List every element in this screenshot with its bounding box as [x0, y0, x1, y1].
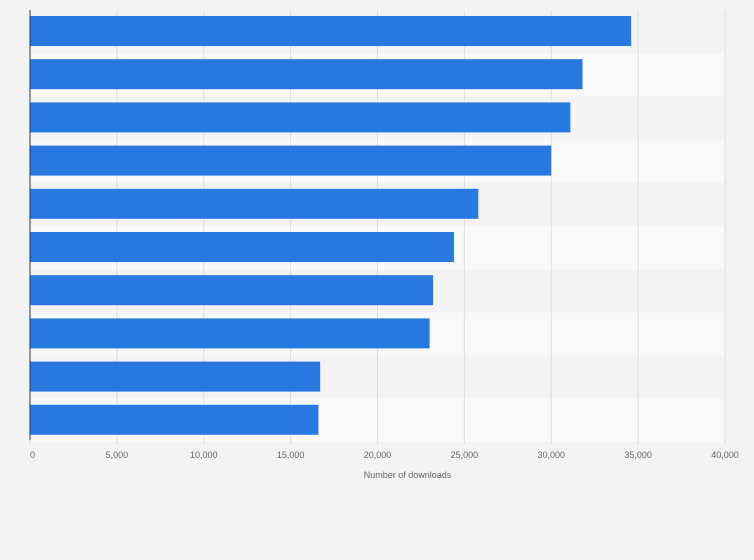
- x-tick-label: 35,000: [624, 450, 652, 460]
- x-tick-label: 20,000: [364, 450, 392, 460]
- x-tick-label: 25,000: [451, 450, 479, 460]
- bar: [30, 145, 552, 176]
- bar: [30, 188, 479, 219]
- x-tick-label: 10,000: [190, 450, 218, 460]
- x-tick-label: 0: [30, 450, 35, 460]
- x-tick-label: 40,000: [711, 450, 739, 460]
- x-tick-label: 30,000: [537, 450, 565, 460]
- bar: [30, 404, 319, 435]
- x-axis-ticks: 0 5,000 10,000 15,000 20,000 25,000 30,000 35,0…: [29, 440, 739, 460]
- bar: [30, 16, 632, 46]
- x-tick-label: 15,000: [277, 450, 305, 460]
- bar-series: [30, 16, 632, 435]
- bar: [30, 102, 571, 133]
- bar: [30, 318, 430, 349]
- bar: [30, 232, 454, 262]
- bar: [30, 275, 434, 306]
- x-axis-title: Number of downloads: [364, 470, 452, 480]
- bar: [30, 361, 321, 392]
- x-tick-label: 5,000: [106, 450, 129, 460]
- bar: [30, 59, 583, 90]
